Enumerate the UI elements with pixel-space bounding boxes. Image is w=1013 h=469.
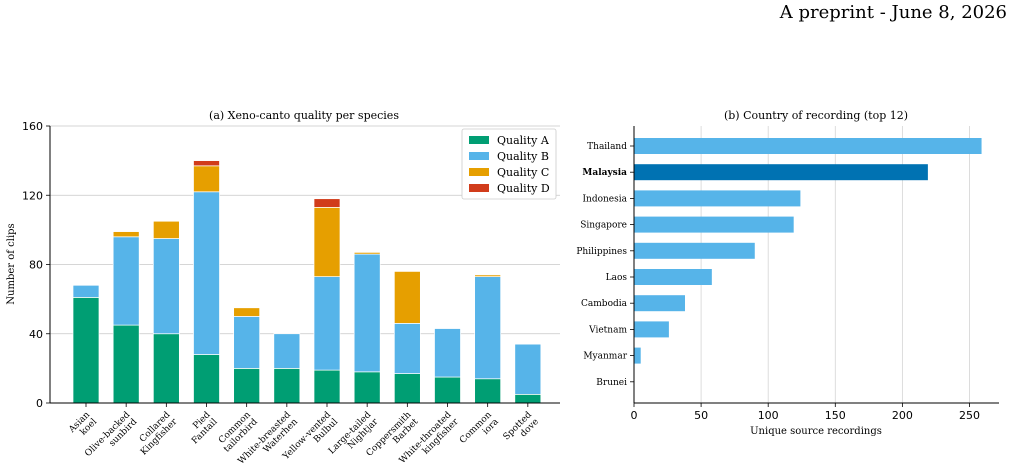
bar-quality-c-coppersmith-barbet (393, 271, 421, 324)
ytick-label-myanmar: Myanmar (583, 352, 627, 362)
ytick-label-philippines: Philippines (576, 247, 627, 257)
bar-quality-a-spotted-dove (514, 393, 542, 404)
legend-swatch-quality-a (469, 136, 489, 144)
bar-quality-b-olive-backed-sunbird (112, 236, 140, 326)
bar-quality-c-yellow-vented-bulbul (313, 207, 341, 277)
ytick-label-brunei: Brunei (596, 378, 627, 388)
ytick-label-indonesia: Indonesia (582, 194, 627, 204)
chart-a: (a) Xeno-canto quality per species 0 40 80… (6, 109, 560, 467)
ytick-label-cambodia: Cambodia (581, 299, 628, 309)
bar-laos (634, 269, 712, 285)
legend-label-quality-a: Quality A (497, 134, 550, 147)
ytick-label-80: 80 (29, 259, 43, 272)
legend-swatch-quality-b (469, 152, 489, 160)
bar-quality-a-coppersmith-barbet (393, 373, 421, 404)
ytick-label-malaysia: Malaysia (582, 168, 627, 178)
bar-cambodia (634, 295, 685, 312)
bar-vietnam (634, 321, 669, 338)
bar-quality-b-coppersmith-barbet (393, 323, 421, 374)
bar-quality-b-spotted-dove (514, 343, 542, 395)
bar-quality-b-collared-kingfisher (152, 238, 180, 335)
bar-quality-b-asian-koel (72, 284, 100, 298)
bar-indonesia (634, 190, 801, 207)
bar-quality-b-white-breasted-waterhen (273, 333, 301, 369)
legend-label-quality-c: Quality C (497, 166, 549, 179)
bar-quality-b-common-iora (474, 276, 502, 380)
bar-quality-b-yellow-vented-bulbul (313, 276, 341, 371)
xtick-label-pied-fantail: PiedFantail (183, 410, 220, 447)
xtick-label-50: 50 (694, 409, 708, 422)
bar-quality-a-pied-fantail (193, 354, 220, 404)
bar-quality-c-common-tailorbird (233, 307, 261, 317)
ytick-label-40: 40 (29, 328, 43, 341)
ytick-label-120: 120 (22, 189, 43, 202)
bar-quality-c-collared-kingfisher (152, 220, 180, 239)
chart-a-ylabel: Number of clips (6, 223, 17, 304)
xtick-label-100: 100 (758, 409, 779, 422)
chart-a-legend: Quality A Quality B Quality C Quality D (461, 128, 557, 200)
bar-quality-a-asian-koel (72, 297, 100, 404)
legend-box (461, 128, 557, 200)
bar-quality-a-large-tailed-nightjar (353, 371, 381, 404)
xtick-label-asian-koel: Asiankoel (67, 410, 100, 443)
chart-b: (b) Country of recording (top 12) 0 50 100… (576, 109, 999, 437)
chart-b-axes: 0 50 100 150 200 250 Thailand Malaysia Indonesia… (576, 126, 999, 422)
bar-quality-b-large-tailed-nightjar (353, 253, 381, 373)
xtick-label-200: 200 (892, 409, 913, 422)
xtick-label-spotted-dove: Spotteddove (502, 410, 541, 449)
bar-quality-a-white-throated-kingfisher (434, 376, 461, 404)
chart-b-title: (b) Country of recording (top 12) (724, 109, 908, 122)
ytick-label-singapore: Singapore (580, 221, 627, 231)
xtick-label-collared-kingfisher: CollaredKingfisher (132, 410, 180, 458)
bar-myanmar (634, 347, 641, 364)
bar-malaysia (634, 164, 928, 181)
chart-a-bars (72, 160, 542, 404)
legend-label-quality-d: Quality D (497, 182, 550, 195)
bar-quality-b-common-tailorbird (233, 316, 261, 369)
xtick-label-150: 150 (825, 409, 846, 422)
xtick-label-0: 0 (631, 409, 638, 422)
bar-quality-c-pied-fantail (193, 165, 220, 193)
xtick-label-250: 250 (959, 409, 980, 422)
ytick-label-0: 0 (36, 397, 43, 410)
page-header: A preprint - June 8, 2026 (779, 2, 1007, 23)
ytick-label-laos: Laos (606, 273, 628, 283)
legend-swatch-quality-c (469, 168, 489, 176)
chart-b-xlabel: Unique source recordings (750, 426, 882, 437)
bar-quality-b-white-throated-kingfisher (434, 328, 461, 378)
bar-philippines (634, 242, 755, 259)
xtick-label-common-iora: Commoniora (458, 410, 501, 453)
ytick-label-thailand: Thailand (587, 142, 627, 152)
ytick-label-vietnam: Vietnam (588, 325, 627, 335)
bar-quality-a-common-tailorbird (233, 368, 261, 404)
bar-quality-d-yellow-vented-bulbul (313, 198, 341, 208)
bar-quality-a-yellow-vented-bulbul (313, 369, 341, 404)
bar-quality-c-large-tailed-nightjar (353, 252, 381, 255)
bar-quality-a-common-iora (474, 378, 502, 404)
bar-quality-b-pied-fantail (193, 191, 220, 355)
chart-b-bars (634, 138, 982, 364)
ytick-label-160: 160 (22, 120, 43, 133)
bar-singapore (634, 216, 794, 233)
legend-label-quality-b: Quality B (497, 150, 549, 163)
bar-thailand (634, 138, 982, 154)
bar-quality-c-olive-backed-sunbird (112, 231, 140, 238)
bar-quality-a-white-breasted-waterhen (273, 368, 301, 404)
bar-quality-a-olive-backed-sunbird (112, 324, 140, 404)
chart-a-title: (a) Xeno-canto quality per species (209, 109, 399, 122)
bar-quality-d-pied-fantail (193, 160, 220, 167)
bar-quality-a-collared-kingfisher (152, 333, 180, 404)
bar-quality-c-common-iora (474, 274, 502, 277)
legend-swatch-quality-d (469, 184, 489, 192)
